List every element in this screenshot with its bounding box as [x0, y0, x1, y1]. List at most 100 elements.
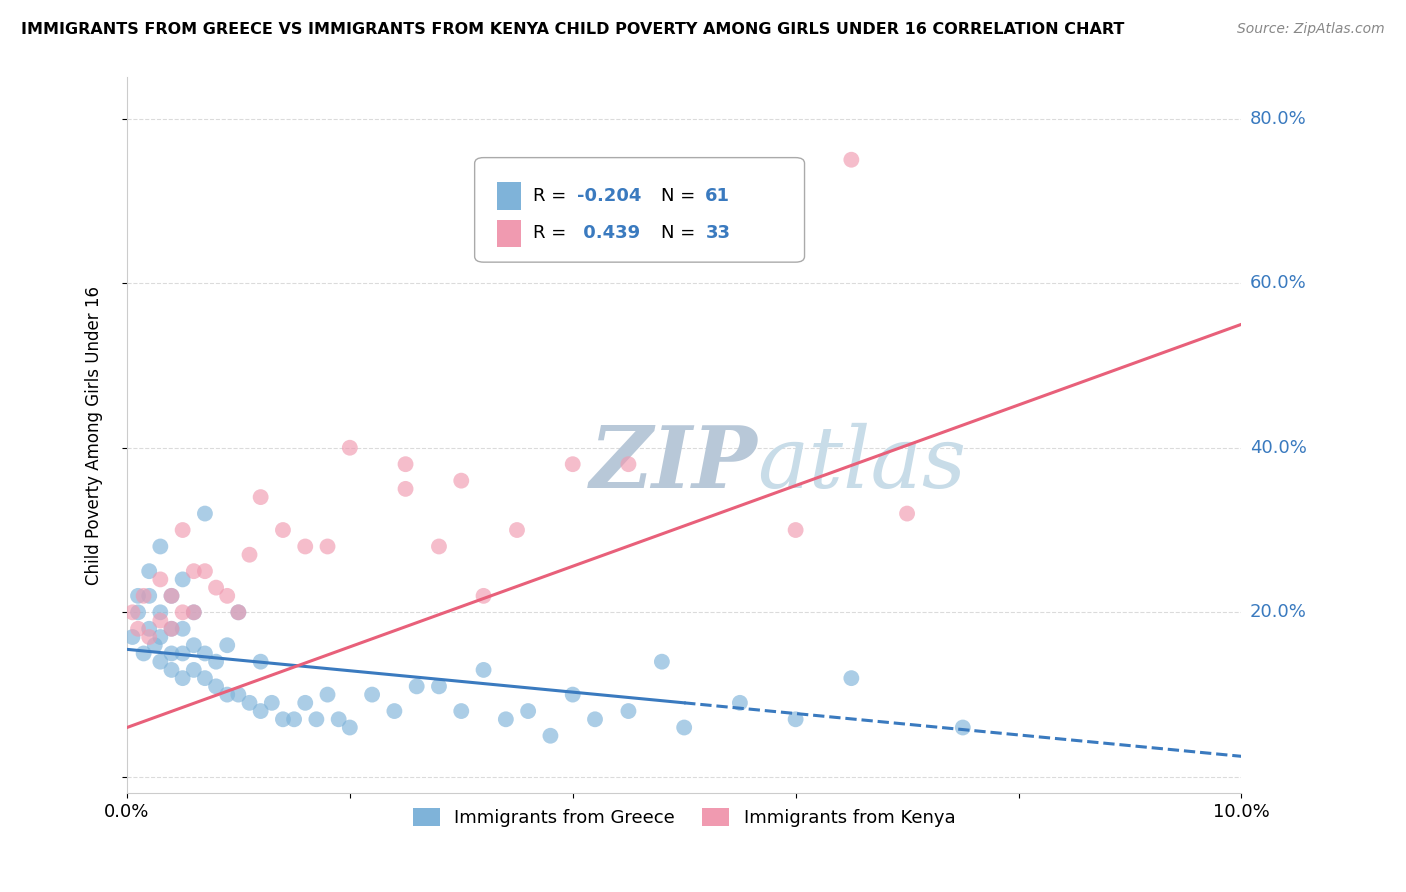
Point — [149, 655, 172, 669]
Point — [183, 605, 205, 619]
Point — [538, 729, 561, 743]
Point — [283, 712, 305, 726]
Point — [785, 712, 807, 726]
Point — [149, 605, 172, 619]
Point — [506, 523, 529, 537]
Point — [405, 679, 427, 693]
Point — [617, 457, 640, 471]
Text: 33: 33 — [706, 224, 730, 242]
Point — [561, 688, 583, 702]
Point — [194, 647, 217, 661]
Text: IMMIGRANTS FROM GREECE VS IMMIGRANTS FROM KENYA CHILD POVERTY AMONG GIRLS UNDER : IMMIGRANTS FROM GREECE VS IMMIGRANTS FRO… — [21, 22, 1125, 37]
FancyBboxPatch shape — [475, 158, 804, 262]
Point — [305, 712, 328, 726]
Point — [495, 712, 517, 726]
Point — [361, 688, 384, 702]
Point — [728, 696, 751, 710]
Point — [841, 671, 863, 685]
Point — [127, 605, 149, 619]
Point — [651, 655, 673, 669]
FancyBboxPatch shape — [496, 219, 522, 247]
Point — [394, 482, 416, 496]
Point — [583, 712, 606, 726]
Point — [160, 663, 183, 677]
Point — [517, 704, 540, 718]
Point — [952, 721, 974, 735]
Point — [271, 712, 294, 726]
Point — [249, 490, 271, 504]
Point — [427, 540, 450, 554]
Point — [160, 589, 183, 603]
Point — [450, 704, 472, 718]
Point — [121, 630, 143, 644]
Text: N =: N = — [661, 224, 700, 242]
Point — [132, 647, 155, 661]
FancyBboxPatch shape — [496, 182, 522, 210]
Text: -0.204: -0.204 — [578, 187, 641, 205]
Point — [205, 679, 228, 693]
Point — [138, 589, 160, 603]
Point — [260, 696, 283, 710]
Text: 40.0%: 40.0% — [1250, 439, 1306, 457]
Point — [172, 573, 194, 587]
Point — [217, 688, 239, 702]
Point — [228, 605, 250, 619]
Point — [205, 581, 228, 595]
Point — [138, 564, 160, 578]
Point — [896, 507, 918, 521]
Point — [294, 696, 316, 710]
Point — [172, 647, 194, 661]
Text: R =: R = — [533, 224, 572, 242]
Point — [271, 523, 294, 537]
Point — [228, 605, 250, 619]
Point — [339, 441, 361, 455]
Text: 60.0%: 60.0% — [1250, 274, 1306, 293]
Point — [127, 589, 149, 603]
Point — [172, 523, 194, 537]
Point — [205, 655, 228, 669]
Point — [138, 630, 160, 644]
Point — [172, 671, 194, 685]
Point — [617, 704, 640, 718]
Point — [183, 564, 205, 578]
Point — [149, 540, 172, 554]
Point — [121, 605, 143, 619]
Point — [217, 638, 239, 652]
Point — [127, 622, 149, 636]
Point — [249, 704, 271, 718]
Text: 0.439: 0.439 — [578, 224, 640, 242]
Point — [172, 605, 194, 619]
Point — [316, 688, 339, 702]
Point — [160, 622, 183, 636]
Point — [427, 679, 450, 693]
Point — [785, 523, 807, 537]
Point — [172, 622, 194, 636]
Point — [841, 153, 863, 167]
Point — [183, 605, 205, 619]
Text: 61: 61 — [706, 187, 730, 205]
Point — [394, 457, 416, 471]
Point — [316, 540, 339, 554]
Point — [472, 663, 495, 677]
Point — [673, 721, 696, 735]
Point — [183, 663, 205, 677]
Point — [328, 712, 350, 726]
Point — [143, 638, 166, 652]
Point — [149, 614, 172, 628]
Point — [149, 573, 172, 587]
Text: R =: R = — [533, 187, 572, 205]
Text: Source: ZipAtlas.com: Source: ZipAtlas.com — [1237, 22, 1385, 37]
Point — [217, 589, 239, 603]
Point — [160, 622, 183, 636]
Text: 20.0%: 20.0% — [1250, 603, 1306, 622]
Point — [384, 704, 406, 718]
Point — [160, 647, 183, 661]
Point — [339, 721, 361, 735]
Point — [194, 671, 217, 685]
Point — [138, 622, 160, 636]
Text: N =: N = — [661, 187, 700, 205]
Point — [132, 589, 155, 603]
Y-axis label: Child Poverty Among Girls Under 16: Child Poverty Among Girls Under 16 — [86, 286, 103, 585]
Point — [183, 638, 205, 652]
Point — [238, 548, 260, 562]
